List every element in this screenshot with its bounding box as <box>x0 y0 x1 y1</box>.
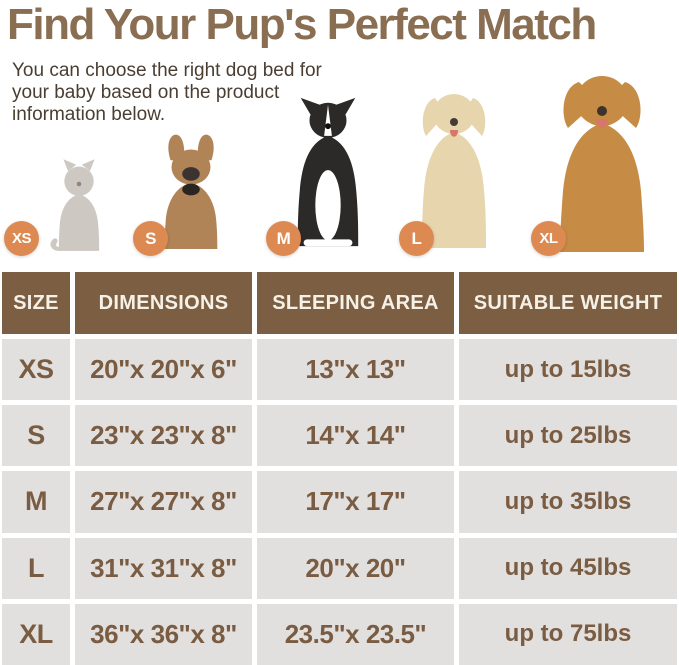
golden-retriever-puppy-icon <box>422 94 486 248</box>
cell-xl-size: XL <box>2 603 70 665</box>
french-bulldog-icon <box>164 134 218 249</box>
cell-l-dimensions: 31"x 31"x 8" <box>75 537 252 599</box>
size-table: SIZE DIMENSIONS SLEEPING AREA SUITABLE W… <box>2 272 677 665</box>
cell-s-size: S <box>2 405 70 467</box>
cell-xl-sleeping-area: 23.5"x 23.5" <box>257 603 454 665</box>
table-header-dimensions: DIMENSIONS <box>75 272 252 334</box>
animal-photo-golden-retriever-xl <box>540 64 664 256</box>
cell-xs-dimensions: 20"x 20"x 6" <box>75 339 252 401</box>
cell-l-weight: up to 45lbs <box>459 537 677 599</box>
table-header-size: SIZE <box>2 272 70 334</box>
animal-photo-border-collie-m <box>288 94 368 252</box>
size-badge-xl: XL <box>531 221 566 256</box>
subtitle-line: your baby based on the product <box>12 82 280 103</box>
animal-photo-golden-retriever-puppy-l <box>408 84 500 252</box>
cell-s-dimensions: 23"x 23"x 8" <box>75 405 252 467</box>
cell-xl-weight: up to 75lbs <box>459 603 677 665</box>
page-title: Find Your Pup's Perfect Match <box>7 0 597 49</box>
cell-m-dimensions: 27"x 27"x 8" <box>75 471 252 533</box>
cell-l-size: L <box>2 537 70 599</box>
animal-photo-cat-xs <box>46 156 112 256</box>
cell-xl-dimensions: 36"x 36"x 8" <box>75 603 252 665</box>
size-badge-m: M <box>266 221 301 256</box>
cell-s-weight: up to 25lbs <box>459 405 677 467</box>
cell-l-sleeping-area: 20"x 20" <box>257 537 454 599</box>
cell-m-weight: up to 35lbs <box>459 471 677 533</box>
size-badge-l: L <box>399 221 434 256</box>
cell-m-size: M <box>2 471 70 533</box>
page-subtitle: You can choose the right dog bed for you… <box>12 60 322 126</box>
size-badge-xs: XS <box>4 221 39 256</box>
cell-xs-weight: up to 15lbs <box>459 339 677 401</box>
table-header-suitable-weight: SUITABLE WEIGHT <box>459 272 677 334</box>
border-collie-icon <box>297 97 359 247</box>
cat-icon <box>50 159 100 251</box>
golden-retriever-icon <box>560 76 644 252</box>
animal-photo-french-bulldog-s <box>152 128 230 252</box>
size-badge-s: S <box>133 221 168 256</box>
cell-s-sleeping-area: 14"x 14" <box>257 405 454 467</box>
cell-xs-size: XS <box>2 339 70 401</box>
table-header-sleeping-area: SLEEPING AREA <box>257 272 454 334</box>
subtitle-line: You can choose the right dog bed for <box>12 60 322 81</box>
cell-xs-sleeping-area: 13"x 13" <box>257 339 454 401</box>
subtitle-line: information below. <box>12 104 166 125</box>
cell-m-sleeping-area: 17"x 17" <box>257 471 454 533</box>
